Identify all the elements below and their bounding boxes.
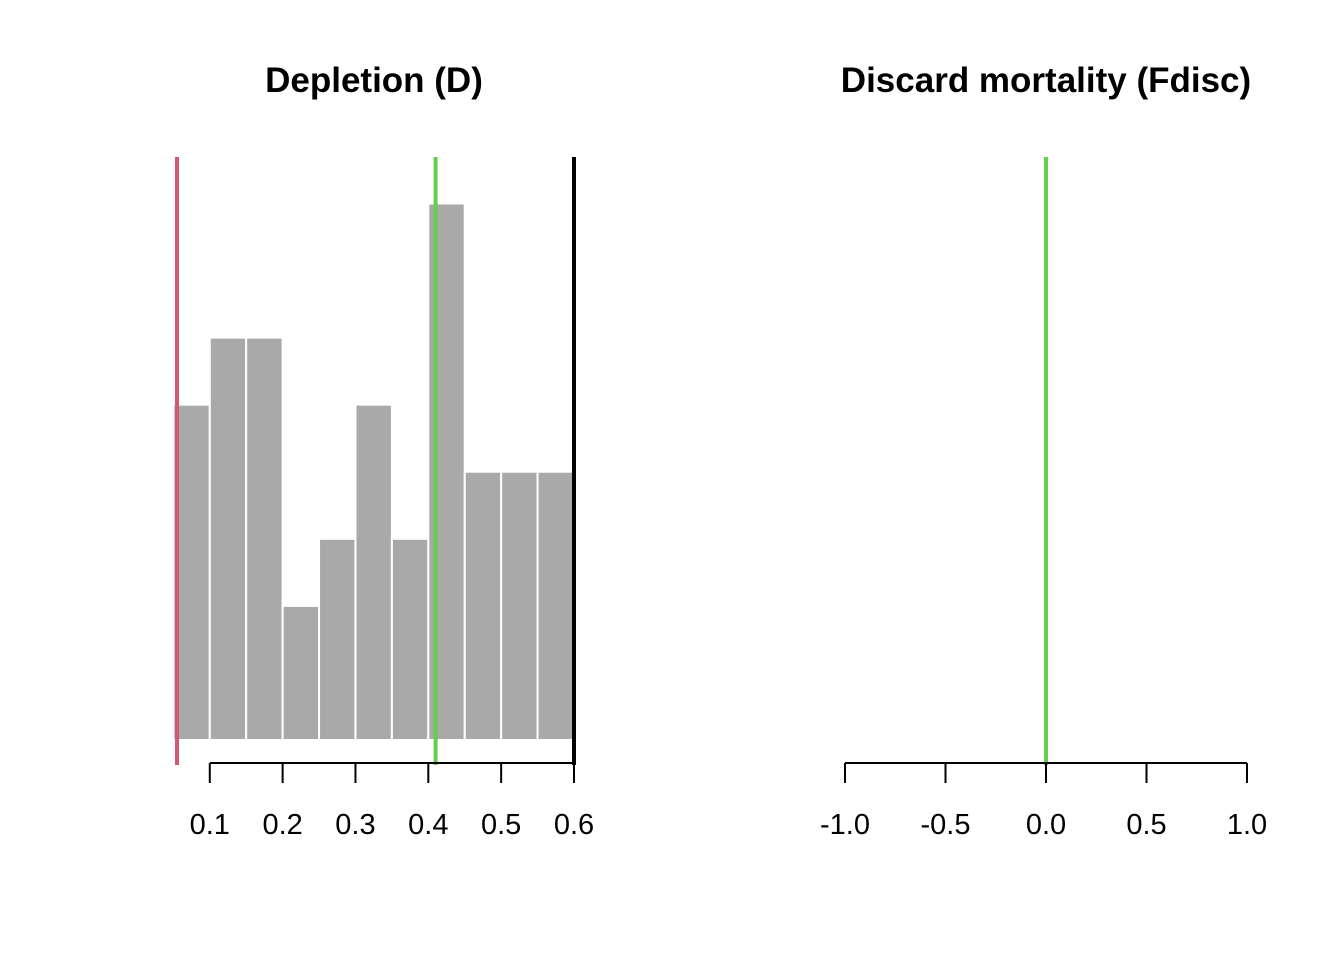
histogram-bar: [172, 403, 211, 741]
x-tick-label: 0.0: [1026, 809, 1066, 841]
depletion-title: Depletion (D): [265, 61, 483, 100]
x-tick-label: 0.2: [262, 809, 302, 841]
x-tick-label: 0.4: [408, 809, 448, 841]
discard-mortality-x-axis: -1.0 -0.5 0.0 0.5 1.0: [820, 762, 1267, 841]
x-tick-label: 0.5: [1126, 809, 1166, 841]
x-tick-label: 0.3: [335, 809, 375, 841]
discard-mortality-title: Discard mortality (Fdisc): [841, 61, 1251, 100]
histogram-bar: [536, 470, 576, 741]
x-tick-label: -1.0: [820, 809, 870, 841]
histogram-bar: [208, 336, 248, 741]
depletion-histogram-bars: [172, 202, 576, 742]
histogram-bar: [281, 604, 321, 742]
discard-mortality-panel: Discard mortality (Fdisc) -1.0 -0.5 0.0 0.5…: [820, 61, 1267, 841]
histogram-bar: [463, 470, 503, 741]
x-tick-label: 0.1: [190, 809, 230, 841]
x-tick-label: -0.5: [921, 809, 971, 841]
x-tick-label: 0.6: [554, 809, 594, 841]
depletion-reference-lines: [175, 157, 576, 765]
histogram-bar: [245, 336, 284, 741]
x-tick-label: 0.5: [481, 809, 521, 841]
histogram-bar: [318, 537, 357, 741]
histogram-bar: [354, 403, 393, 741]
depletion-x-axis: 0.1 0.2 0.3 0.4 0.5 0.6: [190, 762, 594, 841]
histogram-bar: [390, 537, 430, 741]
x-tick-label: 1.0: [1227, 809, 1267, 841]
histogram-bar: [500, 470, 539, 741]
depletion-panel: Depletion (D) 0.1 0.2 0.3 0.4 0.5 0.6: [172, 61, 594, 841]
